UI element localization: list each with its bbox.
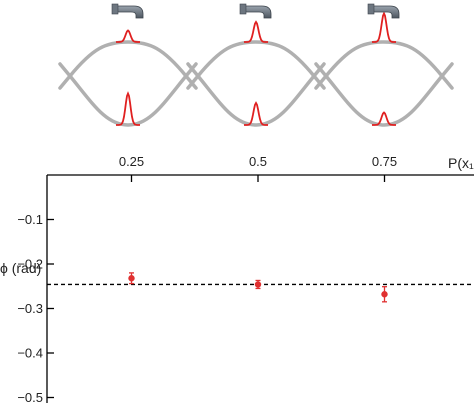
detector-icon	[367, 3, 400, 19]
lower-wavepacket	[244, 101, 268, 126]
y-tick-label: −0.5	[17, 390, 43, 403]
upper-arm	[68, 40, 188, 78]
upper-arm	[196, 40, 316, 78]
lower-wavepacket	[116, 91, 140, 126]
beam-splitter-left	[186, 62, 201, 90]
inset-interferometer	[314, 3, 454, 127]
upper-arm	[324, 40, 444, 78]
plot-axes	[46, 174, 474, 403]
data-point	[128, 275, 135, 282]
upper-wavepacket	[116, 29, 140, 43]
lower-arm	[68, 74, 188, 127]
y-tick-label: −0.2	[17, 257, 43, 272]
y-tick-label: −0.3	[17, 301, 43, 316]
data-point	[381, 291, 388, 298]
x-tick-label: 0.75	[372, 154, 397, 169]
x-axis-label: P(x₁	[448, 155, 474, 171]
data-point	[254, 281, 262, 288]
upper-wavepacket	[372, 11, 396, 43]
inset-interferometer	[58, 3, 198, 127]
beam-splitter-left	[314, 62, 329, 90]
y-tick-label: −0.1	[17, 212, 43, 227]
interferometer-insets	[58, 3, 454, 127]
x-tick-label: 0.5	[249, 154, 267, 169]
detector-icon	[239, 3, 272, 19]
y-tick-group: −0.1 −0.2 −0.3 −0.4 −0.5	[17, 212, 54, 403]
data-points	[128, 272, 388, 303]
lower-arm	[196, 74, 316, 127]
lower-wavepacket	[372, 111, 396, 126]
y-tick-label: −0.4	[17, 346, 43, 361]
y-axis-label: ϕ (rad)	[0, 260, 41, 276]
lower-arm	[324, 74, 444, 127]
inset-interferometer	[186, 3, 326, 127]
detector-icon	[111, 3, 144, 19]
beam-splitter-left	[58, 62, 73, 90]
x-tick-group: 0.25 0.5 0.75	[119, 154, 397, 182]
upper-wavepacket	[244, 20, 268, 43]
beam-splitter-right	[439, 62, 454, 90]
x-tick-label: 0.25	[119, 154, 144, 169]
